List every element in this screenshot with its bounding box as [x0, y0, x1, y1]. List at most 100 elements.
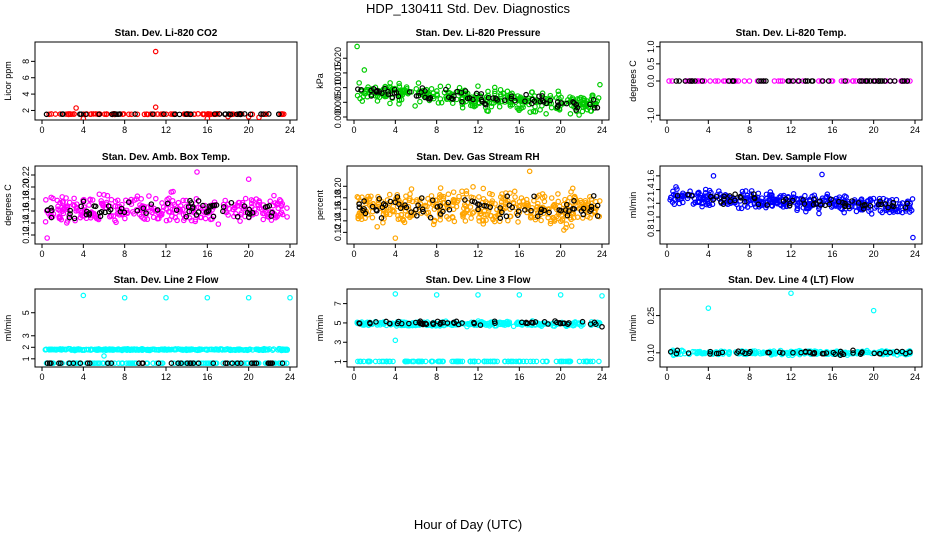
- data-point: [871, 350, 878, 357]
- data-point: [538, 206, 545, 213]
- data-point: [564, 201, 570, 208]
- data-point: [539, 93, 545, 99]
- data-point: [169, 213, 175, 220]
- data-point: [369, 203, 376, 210]
- data-point: [46, 360, 53, 366]
- series-primary: [354, 43, 603, 118]
- data-point: [382, 85, 388, 92]
- points-layer: [43, 48, 287, 120]
- data-point: [568, 223, 575, 229]
- data-point: [531, 193, 537, 200]
- data-point: [870, 307, 877, 314]
- series-primary: [667, 171, 916, 241]
- x-tick-label: 20: [869, 249, 879, 259]
- x-tick-label: 0: [664, 125, 669, 135]
- data-point: [182, 211, 189, 217]
- data-point: [759, 195, 765, 201]
- data-point: [673, 184, 679, 190]
- data-point: [438, 99, 445, 106]
- data-point: [84, 360, 91, 366]
- data-point: [275, 111, 282, 117]
- series-secondary: [44, 197, 275, 222]
- data-point: [450, 214, 456, 221]
- data-point: [140, 346, 147, 353]
- data-point: [222, 360, 229, 366]
- data-point: [496, 218, 503, 225]
- data-point: [256, 347, 263, 353]
- data-point: [194, 169, 200, 175]
- data-point: [522, 98, 528, 104]
- data-point: [433, 292, 440, 298]
- data-point: [515, 219, 521, 225]
- data-point: [825, 78, 832, 84]
- data-point: [178, 360, 184, 366]
- data-point: [700, 195, 706, 201]
- data-point: [459, 188, 465, 195]
- data-point: [430, 90, 437, 97]
- data-point: [400, 217, 406, 224]
- data-point: [234, 213, 241, 220]
- data-point: [356, 201, 362, 207]
- data-point: [263, 346, 270, 353]
- data-point: [478, 96, 485, 103]
- data-point: [857, 78, 863, 84]
- data-point: [469, 358, 476, 365]
- y-tick-label: 0.015: [333, 62, 343, 85]
- data-point: [572, 319, 579, 326]
- y-axis-label: degrees C: [628, 60, 638, 102]
- data-point: [75, 207, 81, 214]
- data-point: [86, 202, 92, 208]
- data-point: [275, 347, 281, 353]
- data-point: [380, 219, 386, 226]
- x-tick-label: 0: [664, 249, 669, 259]
- data-point: [450, 199, 457, 205]
- data-point: [48, 205, 54, 211]
- data-point: [153, 195, 159, 202]
- data-point: [415, 93, 422, 99]
- data-point: [555, 215, 562, 222]
- data-point: [576, 112, 582, 118]
- data-point: [893, 348, 900, 355]
- data-point: [412, 319, 419, 326]
- data-point: [185, 346, 192, 353]
- x-tick-label: 24: [285, 125, 295, 135]
- data-point: [215, 347, 222, 353]
- x-tick-label: 16: [514, 249, 524, 259]
- data-point: [451, 93, 457, 99]
- data-point: [481, 202, 487, 209]
- data-point: [200, 111, 207, 118]
- data-point: [878, 201, 884, 208]
- data-point: [730, 78, 737, 84]
- data-point: [515, 208, 522, 214]
- y-tick-label: -1.0: [646, 108, 656, 124]
- data-point: [226, 205, 233, 212]
- data-point: [867, 203, 874, 209]
- data-point: [548, 195, 555, 201]
- data-point: [712, 78, 719, 84]
- data-point: [196, 346, 203, 353]
- data-point: [588, 203, 595, 210]
- data-point: [158, 211, 165, 218]
- data-point: [108, 212, 114, 219]
- data-point: [63, 346, 69, 353]
- data-point: [443, 86, 449, 93]
- y-tick-label: 4: [21, 92, 31, 97]
- data-point: [591, 105, 598, 111]
- data-point: [680, 199, 686, 206]
- data-point: [98, 198, 104, 204]
- y-axis-label: degrees C: [3, 184, 13, 226]
- data-point: [162, 346, 168, 352]
- data-point: [107, 347, 113, 353]
- data-point: [580, 101, 586, 108]
- data-point: [734, 350, 740, 356]
- y-axis-label: Licor ppm: [3, 61, 13, 101]
- data-point: [390, 358, 396, 365]
- x-tick-label: 4: [706, 249, 711, 259]
- data-point: [429, 197, 436, 204]
- data-point: [819, 78, 826, 84]
- x-tick-label: 4: [393, 249, 398, 259]
- data-point: [845, 203, 852, 210]
- data-point: [238, 360, 244, 366]
- data-point: [498, 319, 505, 326]
- x-tick-label: 24: [910, 249, 920, 259]
